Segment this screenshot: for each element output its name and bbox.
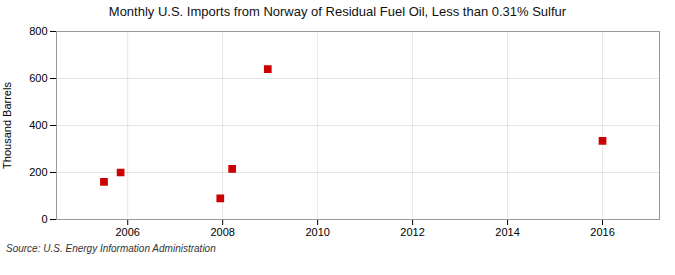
html-text:Source: U.S. Energy Informatio: Source: U.S. Energy Information Administ… xyxy=(6,243,216,254)
svg-text:600: 600 xyxy=(29,72,47,84)
svg-text:0: 0 xyxy=(41,213,47,225)
svg-text:200: 200 xyxy=(29,166,47,178)
html-text:Monthly U.S. Imports from Norw: Monthly U.S. Imports from Norway of Resi… xyxy=(108,4,567,19)
svg-text:2006: 2006 xyxy=(115,226,139,238)
svg-text:400: 400 xyxy=(29,119,47,131)
svg-text:2014: 2014 xyxy=(495,226,519,238)
svg-text:Thousand Barrels: Thousand Barrels xyxy=(1,82,13,169)
svg-text:2016: 2016 xyxy=(590,226,614,238)
svg-text:2008: 2008 xyxy=(210,226,234,238)
svg-text:800: 800 xyxy=(29,25,47,37)
svg-text:2010: 2010 xyxy=(305,226,329,238)
svg-text:2012: 2012 xyxy=(400,226,424,238)
